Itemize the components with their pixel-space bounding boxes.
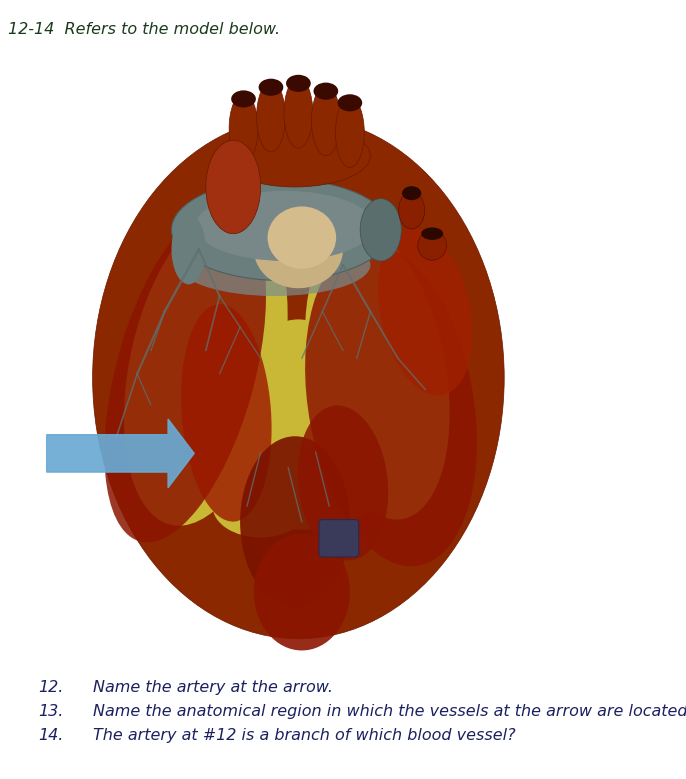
Ellipse shape xyxy=(335,97,364,167)
Ellipse shape xyxy=(305,228,449,520)
Ellipse shape xyxy=(124,206,287,526)
Ellipse shape xyxy=(231,90,256,108)
Ellipse shape xyxy=(237,319,360,491)
Ellipse shape xyxy=(172,179,391,280)
Ellipse shape xyxy=(172,214,206,284)
Ellipse shape xyxy=(206,405,398,530)
Ellipse shape xyxy=(418,231,447,260)
Ellipse shape xyxy=(178,234,370,296)
Ellipse shape xyxy=(311,86,340,156)
Ellipse shape xyxy=(298,406,388,560)
Ellipse shape xyxy=(286,75,311,92)
Ellipse shape xyxy=(213,475,309,538)
Ellipse shape xyxy=(421,227,443,240)
Ellipse shape xyxy=(399,192,425,229)
Ellipse shape xyxy=(360,199,401,261)
Ellipse shape xyxy=(314,83,338,100)
Ellipse shape xyxy=(402,186,421,200)
Ellipse shape xyxy=(254,210,343,288)
Ellipse shape xyxy=(206,140,261,234)
Ellipse shape xyxy=(229,93,258,164)
Text: Name the artery at the arrow.: Name the artery at the arrow. xyxy=(93,679,333,695)
Text: 13.: 13. xyxy=(38,703,63,719)
Ellipse shape xyxy=(338,94,362,111)
Ellipse shape xyxy=(240,436,350,608)
Ellipse shape xyxy=(284,78,313,148)
Ellipse shape xyxy=(254,534,350,650)
Ellipse shape xyxy=(93,117,504,639)
Text: 12.: 12. xyxy=(38,679,63,695)
Ellipse shape xyxy=(181,304,272,522)
Ellipse shape xyxy=(104,206,266,542)
Text: 14.: 14. xyxy=(38,728,63,743)
FancyArrow shape xyxy=(47,419,194,488)
Ellipse shape xyxy=(378,227,473,396)
Ellipse shape xyxy=(305,244,477,566)
Ellipse shape xyxy=(259,79,283,96)
Ellipse shape xyxy=(257,82,285,152)
Ellipse shape xyxy=(268,206,336,269)
FancyBboxPatch shape xyxy=(319,520,359,557)
Ellipse shape xyxy=(196,191,374,261)
Ellipse shape xyxy=(220,125,370,187)
Text: Name the anatomical region in which the vessels at the arrow are located.: Name the anatomical region in which the … xyxy=(93,703,686,719)
Text: 12-14  Refers to the model below.: 12-14 Refers to the model below. xyxy=(8,22,281,37)
Text: The artery at #12 is a branch of which blood vessel?: The artery at #12 is a branch of which b… xyxy=(93,728,515,743)
